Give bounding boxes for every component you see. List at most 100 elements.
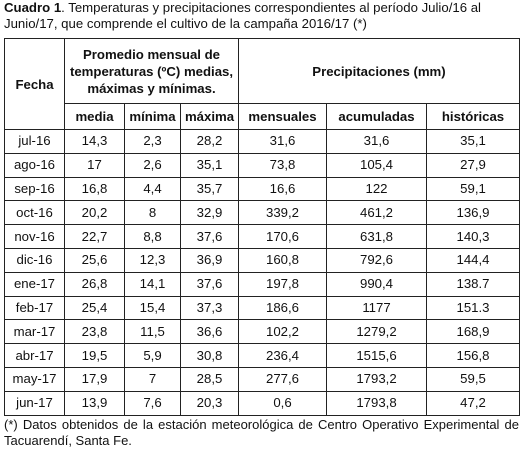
cell-maxima: 28,2	[180, 129, 239, 154]
cell-mensuales: 0,6	[238, 390, 327, 416]
table-row: may-17 17,9 7 28,5 277,6 1793,2 59,5	[4, 366, 520, 392]
cell-minima: 2,6	[124, 152, 181, 178]
cell-media: 25,4	[64, 295, 125, 321]
cell-acumuladas: 122	[326, 176, 427, 202]
cell-fecha: mar-17	[4, 319, 65, 345]
cell-fecha: may-17	[4, 366, 65, 392]
cell-acumuladas: 1515,6	[326, 343, 427, 368]
header-fecha: Fecha	[4, 38, 65, 130]
cell-media: 17,9	[64, 366, 125, 392]
table-row: feb-17 25,4 15,4 37,3 186,6 1177 151.3	[4, 295, 520, 321]
cell-fecha: feb-17	[4, 295, 65, 321]
cell-acumuladas: 1793,8	[326, 390, 427, 416]
table-row: oct-16 20,2 8 32,9 339,2 461,2 136,9	[4, 200, 520, 226]
cell-minima: 4,4	[124, 176, 181, 202]
climate-table: Fecha Promedio mensual de temperaturas (…	[4, 37, 520, 416]
cell-mensuales: 277,6	[238, 366, 327, 392]
cell-fecha: sep-16	[4, 176, 65, 202]
cell-fecha: abr-17	[4, 343, 65, 368]
cell-acumuladas: 1279,2	[326, 319, 427, 345]
cell-media: 17	[64, 152, 125, 178]
table-row: ene-17 26,8 14,1 37,6 197,8 990,4 138.7	[4, 271, 520, 297]
cell-fecha: oct-16	[4, 200, 65, 226]
subheader-acumuladas: acumuladas	[326, 103, 427, 130]
cell-media: 14,3	[64, 129, 125, 154]
table-row: ago-16 17 2,6 35,1 73,8 105,4 27,9	[4, 152, 520, 178]
cell-maxima: 28,5	[180, 366, 239, 392]
cell-historicas: 59,5	[426, 366, 520, 392]
table-row: jun-17 13,9 7,6 20,3 0,6 1793,8 47,2	[4, 390, 520, 416]
cell-minima: 12,3	[124, 247, 181, 273]
cell-mensuales: 236,4	[238, 343, 327, 368]
cell-historicas: 138.7	[426, 271, 520, 297]
cell-minima: 15,4	[124, 295, 181, 321]
cell-minima: 2,3	[124, 129, 181, 154]
cell-historicas: 168,9	[426, 319, 520, 345]
cell-mensuales: 160,8	[238, 247, 327, 273]
cell-acumuladas: 792,6	[326, 247, 427, 273]
subheader-media: media	[64, 103, 125, 130]
cell-mensuales: 31,6	[238, 129, 327, 154]
subheader-mensuales: mensuales	[238, 103, 327, 130]
cell-media: 20,2	[64, 200, 125, 226]
table-row: abr-17 19,5 5,9 30,8 236,4 1515,6 156,8	[4, 343, 520, 368]
cell-historicas: 144,4	[426, 247, 520, 273]
cell-mensuales: 16,6	[238, 176, 327, 202]
cell-minima: 5,9	[124, 343, 181, 368]
cell-media: 23,8	[64, 319, 125, 345]
cell-acumuladas: 105,4	[326, 152, 427, 178]
cell-historicas: 140,3	[426, 224, 520, 249]
header-precipitaciones: Precipitaciones (mm)	[238, 37, 520, 105]
cell-minima: 14,1	[124, 271, 181, 297]
cell-acumuladas: 1177	[326, 295, 427, 321]
cell-maxima: 30,8	[180, 343, 239, 368]
cell-minima: 7	[124, 366, 181, 392]
cell-media: 16,8	[64, 176, 125, 202]
caption-text: . Temperaturas y precipitaciones corresp…	[4, 0, 481, 31]
table-row: nov-16 22,7 8,8 37,6 170,6 631,8 140,3	[4, 224, 520, 249]
cell-acumuladas: 631,8	[326, 224, 427, 249]
cell-historicas: 151.3	[426, 295, 520, 321]
cell-mensuales: 170,6	[238, 224, 327, 249]
cell-media: 19,5	[64, 343, 125, 368]
header-temperaturas: Promedio mensual de temperaturas (ºC) me…	[64, 37, 239, 105]
cell-mensuales: 339,2	[238, 200, 327, 226]
cell-acumuladas: 1793,2	[326, 366, 427, 392]
cell-fecha: ago-16	[4, 152, 65, 178]
table-row: mar-17 23,8 11,5 36,6 102,2 1279,2 168,9	[4, 319, 520, 345]
cell-minima: 7,6	[124, 390, 181, 416]
caption-label: Cuadro 1	[4, 0, 62, 15]
footnote: (*) Datos obtenidos de la estación meteo…	[4, 417, 519, 448]
cell-acumuladas: 31,6	[326, 129, 427, 154]
cell-maxima: 37,6	[180, 271, 239, 297]
cell-historicas: 47,2	[426, 390, 520, 416]
cell-mensuales: 197,8	[238, 271, 327, 297]
table-row: sep-16 16,8 4,4 35,7 16,6 122 59,1	[4, 176, 520, 202]
cell-maxima: 35,7	[180, 176, 239, 202]
cell-maxima: 35,1	[180, 152, 239, 178]
cell-minima: 8,8	[124, 224, 181, 249]
cell-fecha: ene-17	[4, 271, 65, 297]
cell-historicas: 136,9	[426, 200, 520, 226]
subheader-maxima: máxima	[180, 103, 239, 130]
cell-historicas: 59,1	[426, 176, 520, 202]
table-body: jul-16 14,3 2,3 28,2 31,6 31,6 35,1 ago-…	[4, 129, 520, 416]
subheader-historicas: históricas	[426, 103, 520, 130]
cell-fecha: jun-17	[4, 390, 65, 416]
cell-historicas: 156,8	[426, 343, 520, 368]
cell-media: 22,7	[64, 224, 125, 249]
cell-acumuladas: 461,2	[326, 200, 427, 226]
cell-maxima: 36,6	[180, 319, 239, 345]
cell-mensuales: 186,6	[238, 295, 327, 321]
cell-acumuladas: 990,4	[326, 271, 427, 297]
cell-media: 13,9	[64, 390, 125, 416]
cell-media: 26,8	[64, 271, 125, 297]
cell-maxima: 20,3	[180, 390, 239, 416]
cell-historicas: 27,9	[426, 152, 520, 178]
cell-media: 25,6	[64, 247, 125, 273]
cell-mensuales: 102,2	[238, 319, 327, 345]
cell-fecha: nov-16	[4, 224, 65, 249]
cell-maxima: 36,9	[180, 247, 239, 273]
cell-minima: 11,5	[124, 319, 181, 345]
